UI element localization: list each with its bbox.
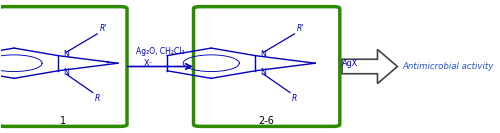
Text: N: N [63,68,69,77]
Text: +: + [104,60,110,66]
Text: N: N [260,68,266,77]
Text: X⁻: X⁻ [144,59,154,68]
Text: R: R [292,94,298,103]
Text: R: R [95,94,100,103]
Text: N: N [63,50,69,59]
Text: Antimicrobial activity: Antimicrobial activity [402,62,494,71]
Text: 1: 1 [60,116,66,126]
Text: Ag₂O, CH₂Cl₂: Ag₂O, CH₂Cl₂ [136,47,184,56]
FancyBboxPatch shape [0,7,127,126]
Text: R': R' [100,24,106,33]
Text: 2-6: 2-6 [258,116,274,126]
Text: R': R' [296,24,304,33]
Text: N: N [260,50,266,59]
FancyBboxPatch shape [194,7,340,126]
Text: AgX: AgX [342,59,358,68]
Polygon shape [342,49,398,84]
